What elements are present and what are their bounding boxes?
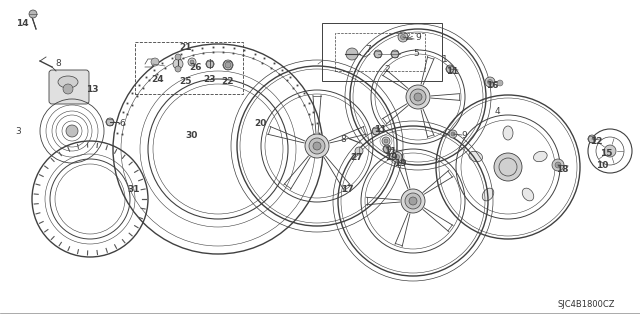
Ellipse shape <box>503 126 513 140</box>
Circle shape <box>313 142 321 150</box>
Circle shape <box>372 127 380 135</box>
Circle shape <box>409 197 417 205</box>
Text: 8: 8 <box>340 135 346 144</box>
Text: 14: 14 <box>16 19 28 27</box>
Text: 23: 23 <box>204 75 216 84</box>
Text: 16: 16 <box>486 80 499 90</box>
Circle shape <box>391 50 399 58</box>
Ellipse shape <box>522 188 534 201</box>
Circle shape <box>401 34 406 40</box>
Ellipse shape <box>58 76 78 88</box>
Circle shape <box>405 193 421 209</box>
Circle shape <box>494 153 522 181</box>
Ellipse shape <box>469 151 483 162</box>
Text: 7: 7 <box>365 44 371 54</box>
Circle shape <box>497 80 503 86</box>
Text: 3: 3 <box>15 127 21 136</box>
Ellipse shape <box>534 151 547 162</box>
Text: 22: 22 <box>221 77 234 85</box>
Text: 9: 9 <box>461 131 467 140</box>
Text: SJC4B1800CZ: SJC4B1800CZ <box>558 300 616 309</box>
Circle shape <box>446 65 454 73</box>
Circle shape <box>225 62 231 68</box>
Text: 24: 24 <box>152 75 164 84</box>
Circle shape <box>188 58 196 66</box>
Circle shape <box>309 138 325 154</box>
Text: 27: 27 <box>351 152 364 161</box>
Text: 21: 21 <box>179 42 191 51</box>
Text: 25: 25 <box>179 77 191 85</box>
Circle shape <box>346 48 358 60</box>
Text: 18: 18 <box>556 165 568 174</box>
Circle shape <box>552 159 564 171</box>
Circle shape <box>604 145 616 157</box>
Text: 20: 20 <box>254 120 266 129</box>
Circle shape <box>384 139 388 143</box>
Text: 15: 15 <box>600 150 612 159</box>
Circle shape <box>173 59 183 69</box>
Circle shape <box>66 125 78 137</box>
Circle shape <box>401 189 425 213</box>
Circle shape <box>206 60 214 68</box>
Circle shape <box>151 58 159 66</box>
Circle shape <box>488 79 493 85</box>
Circle shape <box>63 84 73 94</box>
Text: 31: 31 <box>128 184 140 194</box>
Text: 10: 10 <box>596 161 608 170</box>
Circle shape <box>449 130 457 138</box>
Text: 13: 13 <box>86 85 99 93</box>
Circle shape <box>414 93 422 101</box>
Ellipse shape <box>483 188 494 201</box>
Text: 11: 11 <box>384 146 396 155</box>
Text: 9: 9 <box>415 33 421 42</box>
Circle shape <box>106 118 114 126</box>
Text: 1: 1 <box>442 55 448 63</box>
Text: 30: 30 <box>186 130 198 139</box>
Circle shape <box>355 147 363 155</box>
Circle shape <box>451 132 455 136</box>
Text: 8: 8 <box>55 60 61 69</box>
Text: 26: 26 <box>189 63 202 71</box>
Circle shape <box>383 145 391 153</box>
Text: 11: 11 <box>374 124 387 133</box>
Text: 19: 19 <box>385 152 397 161</box>
Text: 5: 5 <box>413 48 419 57</box>
Circle shape <box>382 137 390 145</box>
Circle shape <box>555 162 561 168</box>
Text: 11: 11 <box>445 66 458 76</box>
FancyBboxPatch shape <box>49 70 89 104</box>
Circle shape <box>398 32 408 42</box>
Circle shape <box>223 60 233 70</box>
Circle shape <box>485 77 495 87</box>
Circle shape <box>175 66 181 72</box>
Circle shape <box>588 135 596 143</box>
Circle shape <box>394 154 399 160</box>
Circle shape <box>410 89 426 105</box>
Text: 6: 6 <box>119 118 125 128</box>
Text: 12: 12 <box>589 137 602 145</box>
Circle shape <box>175 54 181 60</box>
Text: 2: 2 <box>384 64 390 73</box>
Circle shape <box>305 134 329 158</box>
Text: 19: 19 <box>394 159 406 167</box>
Circle shape <box>406 85 430 109</box>
Text: 4: 4 <box>494 107 500 115</box>
Circle shape <box>29 10 37 18</box>
Circle shape <box>392 152 402 162</box>
Circle shape <box>190 60 194 64</box>
Text: 17: 17 <box>340 184 353 194</box>
Circle shape <box>374 50 382 58</box>
